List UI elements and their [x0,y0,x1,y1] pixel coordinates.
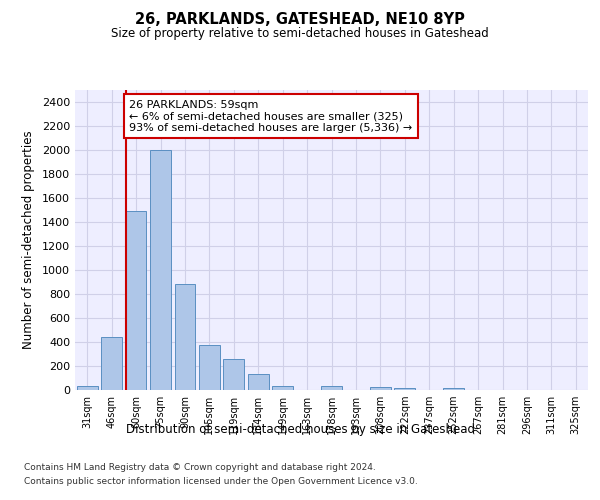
Bar [321,386,342,390]
Bar [223,360,244,390]
Bar [175,284,196,390]
Bar [272,386,293,390]
Bar [77,386,98,390]
Bar [199,345,220,390]
Bar [370,387,391,390]
Text: 26 PARKLANDS: 59sqm
← 6% of semi-detached houses are smaller (325)
93% of semi-d: 26 PARKLANDS: 59sqm ← 6% of semi-detache… [130,100,413,133]
Bar [443,388,464,390]
Bar [394,388,415,390]
Text: Size of property relative to semi-detached houses in Gateshead: Size of property relative to semi-detach… [111,28,489,40]
Text: Contains public sector information licensed under the Open Government Licence v3: Contains public sector information licen… [24,478,418,486]
Bar [150,150,171,390]
Text: 26, PARKLANDS, GATESHEAD, NE10 8YP: 26, PARKLANDS, GATESHEAD, NE10 8YP [135,12,465,28]
Bar [248,374,269,390]
Y-axis label: Number of semi-detached properties: Number of semi-detached properties [22,130,35,350]
Text: Distribution of semi-detached houses by size in Gateshead: Distribution of semi-detached houses by … [125,422,475,436]
Bar [125,211,146,390]
Bar [101,337,122,390]
Text: Contains HM Land Registry data © Crown copyright and database right 2024.: Contains HM Land Registry data © Crown c… [24,462,376,471]
